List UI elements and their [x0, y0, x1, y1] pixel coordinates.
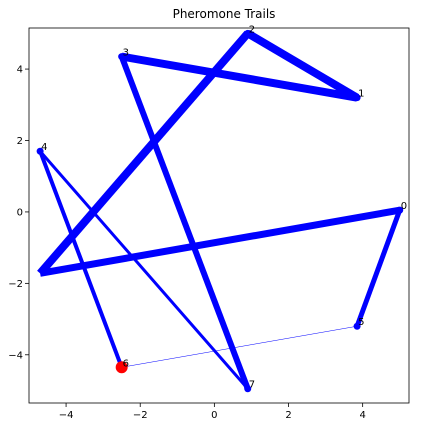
trail-edge-3-1: [120, 52, 358, 102]
node-marker-1: [353, 94, 361, 102]
x-tick-label: −4: [59, 410, 74, 421]
axes-frame: [28, 27, 410, 404]
node-marker-3: [118, 53, 126, 61]
y-tick-label: −2: [8, 279, 23, 290]
node-label-7: 7: [249, 380, 255, 391]
trail-edge-0-5: [354, 209, 403, 328]
trail-edge-8x-0: [39, 206, 401, 277]
trail-edge-4-6: [38, 150, 124, 368]
node-label-5: 5: [358, 317, 364, 328]
x-tick-label: 0: [211, 410, 217, 421]
trail-edge-1-2: [245, 29, 360, 102]
node-label-1: 1: [358, 89, 364, 100]
ticks-layer: −4 −2 0 2 4 −4 −2 0 2 4: [8, 65, 366, 421]
trail-edge-2-8x: [37, 30, 251, 276]
y-tick-label: 0: [17, 207, 23, 218]
edges-layer: [37, 29, 403, 390]
x-tick-label: −2: [133, 410, 148, 421]
trail-edge-5-6: [121, 325, 358, 368]
y-tick-label: 2: [17, 136, 23, 147]
node-marker-5: [353, 322, 361, 330]
node-label-6: 6: [123, 358, 129, 369]
y-tick-label: −4: [8, 350, 23, 361]
node-marker-0: [396, 206, 404, 214]
node-label-3: 3: [123, 48, 129, 59]
node-marker-2: [244, 29, 252, 37]
y-tick-label: 4: [17, 65, 23, 76]
node-marker-4: [36, 147, 44, 155]
node-label-4: 4: [41, 142, 47, 153]
x-tick-label: 4: [359, 410, 365, 421]
node-marker-7: [244, 385, 252, 393]
start-node-marker: [115, 361, 128, 374]
x-tick-label: 2: [285, 410, 291, 421]
nodes-layer: 0 1 2 3 4 5 6 7: [36, 24, 407, 393]
node-label-2: 2: [249, 24, 255, 35]
trail-edge-4-7: [38, 150, 249, 390]
trail-edge-3-7: [118, 55, 251, 390]
node-label-0: 0: [401, 201, 407, 212]
chart-title: Pheromone Trails: [173, 7, 276, 21]
